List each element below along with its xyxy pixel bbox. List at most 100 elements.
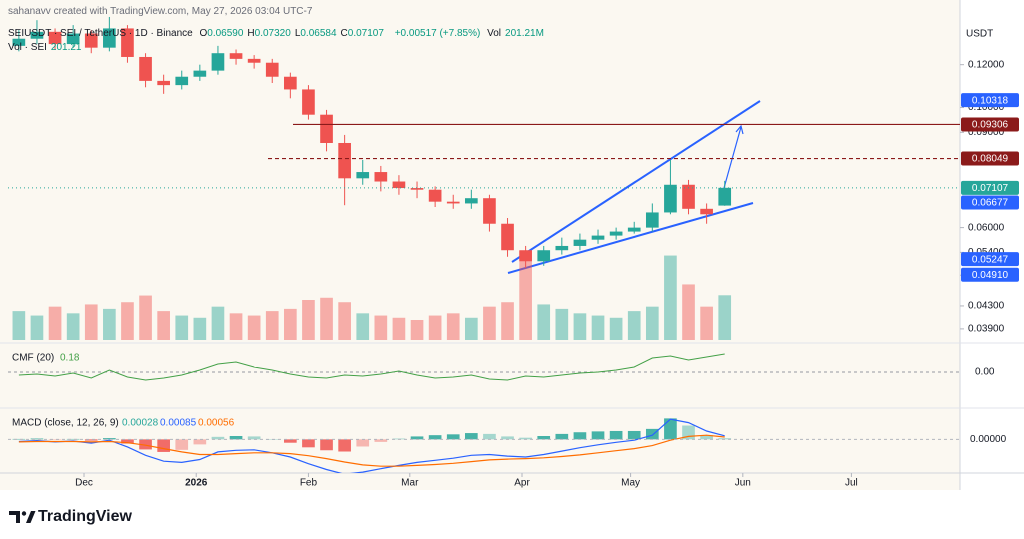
x-tick-label: Dec: [75, 478, 93, 489]
macd-histogram: [664, 418, 677, 440]
macd-histogram: [338, 439, 351, 452]
ohlc-key: L: [294, 28, 301, 39]
macd-histogram: [247, 436, 261, 440]
candle-body: [682, 184, 695, 209]
candle-body: [284, 76, 297, 90]
candle-body: [247, 58, 261, 63]
macd-histogram: [139, 439, 152, 450]
macd-histogram: [121, 439, 134, 444]
candle-body: [175, 76, 189, 86]
volume-bar: [66, 313, 80, 340]
volume-bar: [718, 295, 732, 340]
macd-histogram: [573, 432, 587, 440]
x-tick-label: Jun: [735, 478, 751, 489]
macd-histogram: [66, 438, 80, 440]
macd-histogram: [501, 436, 514, 440]
macd-histogram: [428, 435, 442, 440]
volume-bar: [537, 304, 551, 340]
candle-body: [627, 227, 641, 232]
volume-bar: [483, 306, 496, 340]
macd-histogram: [519, 437, 532, 440]
volume-bar: [338, 302, 351, 340]
ohlc-value: 0.07107: [347, 28, 384, 39]
volume-bar: [664, 255, 677, 340]
price-badge-label: 0.07107: [972, 183, 1009, 194]
volume-bar: [284, 308, 297, 340]
ohlc: O0.06590 H0.07320 L0.06584 C0.07107: [199, 28, 387, 39]
volume-bar: [247, 315, 261, 340]
price-badge-label: 0.06677: [972, 198, 1009, 209]
price-badge: [961, 93, 1019, 108]
price-badge: [961, 151, 1019, 166]
candle-body: [356, 172, 370, 179]
price-badge: [961, 252, 1019, 267]
y-axis-label: USDT: [966, 29, 993, 40]
cmf-title: CMF (20): [12, 353, 54, 364]
volume-bar: [519, 251, 532, 340]
volume-bar: [591, 315, 605, 340]
wedge-lower: [507, 202, 754, 274]
cmf-value: 0.18: [60, 353, 80, 364]
candle-body: [519, 250, 532, 262]
logo: TradingView: [9, 508, 133, 525]
candle-body: [121, 28, 134, 57]
price-badge-label: 0.05247: [972, 254, 1009, 265]
price-badge-label: 0.09306: [972, 120, 1009, 131]
macd-histogram: [555, 433, 569, 440]
macd-histogram: [284, 439, 297, 443]
vol-value: 201.21M: [505, 28, 544, 39]
price-badge-label: 0.08049: [972, 154, 1009, 165]
macd-histogram: [229, 436, 243, 440]
volume-bar: [446, 313, 460, 340]
volume-bar: [573, 313, 587, 340]
price-badge: [961, 195, 1019, 210]
candle-body: [664, 184, 677, 213]
y-tick-label: 0.04300: [968, 301, 1005, 312]
candle-body: [338, 142, 351, 179]
candle-body: [211, 53, 225, 71]
macd-histogram: [446, 434, 460, 440]
vol-row: Vol · SEI: [8, 42, 47, 53]
volume-bar: [609, 317, 623, 340]
candle-body: [193, 70, 207, 77]
volume-bar: [175, 315, 189, 340]
macd-histogram: [356, 439, 370, 447]
volume-bar: [392, 317, 406, 340]
macd-histogram: [718, 438, 732, 440]
macd-histogram: [320, 439, 333, 451]
volume-bar: [428, 315, 442, 340]
logo-mark: [21, 511, 27, 516]
volume-bar: [157, 311, 170, 340]
ohlc-value: 0.06584: [300, 28, 337, 39]
candle-body: [229, 53, 243, 59]
macd-line: [18, 418, 725, 473]
candle-body: [139, 56, 152, 81]
volume-bar: [103, 308, 116, 340]
price-badge-label: 0.04910: [972, 270, 1009, 281]
candle-body: [103, 28, 116, 48]
macd-pane: [12, 418, 732, 473]
macd-histogram: [410, 436, 424, 440]
volume-bar: [121, 302, 134, 340]
candle-body: [483, 198, 496, 224]
y-tick-label: 0.06000: [968, 222, 1005, 233]
macd-title: MACD (close, 12, 26, 9): [12, 418, 119, 429]
candle-body: [609, 231, 623, 236]
credit: sahanavv created with TradingView.com, M…: [8, 6, 313, 17]
volume-bar: [410, 320, 424, 340]
volume-bar: [139, 295, 152, 340]
projection-arrow: [723, 126, 742, 189]
macd-histogram: [211, 436, 225, 440]
candle-body: [12, 38, 26, 46]
ohlc-key: O: [199, 28, 208, 39]
candle-body: [464, 198, 478, 204]
candle-body: [66, 33, 80, 45]
x-tick-label: Jul: [845, 478, 858, 489]
candle-body: [30, 31, 44, 39]
volume-bar: [682, 284, 695, 340]
volume-bar: [464, 317, 478, 340]
candle-body: [48, 31, 62, 45]
macd-histogram: [103, 438, 116, 440]
